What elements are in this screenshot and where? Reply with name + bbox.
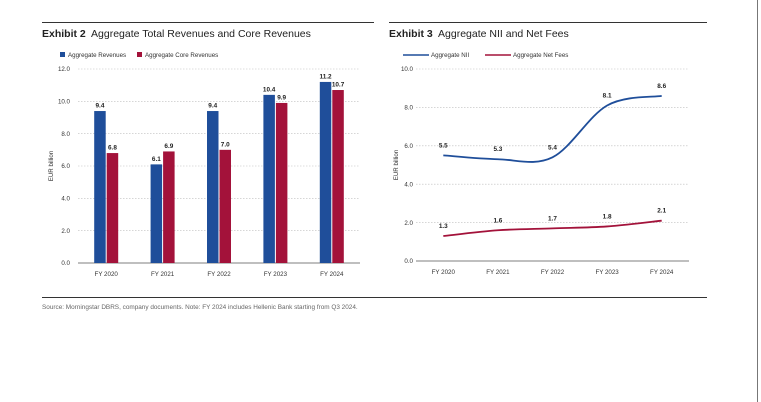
bottom-rule [42, 297, 707, 298]
y-tick-label: 4.0 [61, 196, 70, 203]
exhibit3-label: Exhibit 3 [389, 28, 433, 40]
exhibit3-top-rule [389, 22, 707, 23]
x-tick-label: FY 2021 [486, 269, 510, 276]
data-label: 7.0 [221, 141, 230, 148]
series-line-1 [443, 94, 662, 163]
bar-1-FY-2023 [263, 94, 275, 263]
bar-1-FY-2022 [207, 111, 219, 264]
legend-label-2: Aggregate Net Fees [513, 52, 568, 59]
y-tick-label: 12.0 [58, 66, 71, 73]
page-edge-line [757, 0, 758, 402]
y-axis-label: EUR billion [393, 149, 400, 180]
x-tick-label: FY 2022 [207, 271, 231, 278]
data-label: 9.4 [208, 103, 217, 110]
y-tick-label: 0.0 [61, 260, 70, 267]
data-label: 10.7 [332, 82, 345, 89]
x-tick-label: FY 2020 [95, 271, 119, 278]
data-label: 5.3 [493, 146, 502, 153]
y-tick-label: 10.0 [58, 99, 71, 106]
y-axis-label: EUR billion [48, 150, 55, 181]
data-label: 5.5 [439, 142, 448, 149]
bar-2-FY-2023 [275, 102, 288, 263]
legend-label-1: Aggregate Revenues [68, 52, 126, 59]
data-label: 1.7 [548, 215, 557, 222]
data-label: 10.4 [263, 86, 276, 93]
data-label: 1.3 [439, 223, 448, 230]
y-tick-label: 6.0 [61, 163, 70, 170]
y-tick-label: 2.0 [61, 228, 70, 235]
y-tick-label: 10.0 [401, 66, 414, 73]
data-label: 11.2 [320, 73, 333, 80]
bar-2-FY-2021 [163, 151, 175, 263]
legend-swatch-1 [60, 52, 65, 57]
bar-1-FY-2021 [150, 164, 163, 263]
data-label: 6.1 [152, 156, 161, 163]
y-tick-label: 6.0 [404, 143, 413, 150]
legend-label-1: Aggregate NII [431, 52, 469, 59]
data-label: 9.9 [277, 94, 286, 101]
data-label: 6.9 [164, 143, 173, 150]
x-tick-label: FY 2024 [320, 271, 344, 278]
exhibit2-title: Exhibit 2 Aggregate Total Revenues and C… [42, 28, 311, 40]
x-tick-label: FY 2020 [432, 269, 456, 276]
x-tick-label: FY 2024 [650, 269, 674, 276]
exhibit2-label: Exhibit 2 [42, 28, 86, 40]
x-tick-label: FY 2023 [595, 269, 619, 276]
bar-2-FY-2022 [219, 149, 231, 263]
data-label: 8.1 [603, 92, 612, 99]
y-tick-label: 0.0 [404, 258, 413, 265]
data-label: 6.8 [108, 145, 117, 152]
x-tick-label: FY 2021 [151, 271, 175, 278]
data-label: 1.6 [493, 217, 502, 224]
exhibit3-title-text: Aggregate NII and Net Fees [438, 28, 569, 40]
bar-2-FY-2020 [106, 153, 119, 263]
revenues-bar-chart: Aggregate Revenues Aggregate Core Revenue… [48, 52, 360, 278]
source-note: Source: Morningstar DBRS, company docume… [42, 304, 358, 311]
data-label: 1.8 [603, 213, 612, 220]
exhibit3-title: Exhibit 3 Aggregate NII and Net Fees [389, 28, 569, 40]
y-tick-label: 8.0 [61, 131, 70, 138]
y-tick-label: 4.0 [404, 181, 413, 188]
data-label: 2.1 [657, 208, 666, 215]
legend-label-2: Aggregate Core Revenues [145, 52, 218, 59]
x-tick-label: FY 2022 [541, 269, 565, 276]
legend-swatch-2 [137, 52, 142, 57]
bar-2-FY-2024 [332, 90, 344, 263]
y-tick-label: 8.0 [404, 105, 413, 112]
bar-1-FY-2020 [94, 111, 106, 264]
data-label: 8.6 [657, 83, 666, 90]
data-label: 9.4 [96, 103, 105, 110]
nii-fees-line-chart: Aggregate NII Aggregate Net Fees 0.0 2.0 4.0… [393, 52, 689, 276]
y-tick-label: 2.0 [404, 220, 413, 227]
exhibit2-title-text: Aggregate Total Revenues and Core Revenu… [91, 28, 311, 40]
exhibit2-top-rule [42, 22, 374, 23]
data-label: 5.4 [548, 144, 557, 151]
series-line-2 [443, 219, 662, 237]
x-tick-label: FY 2023 [264, 271, 288, 278]
bar-1-FY-2024 [319, 81, 332, 263]
